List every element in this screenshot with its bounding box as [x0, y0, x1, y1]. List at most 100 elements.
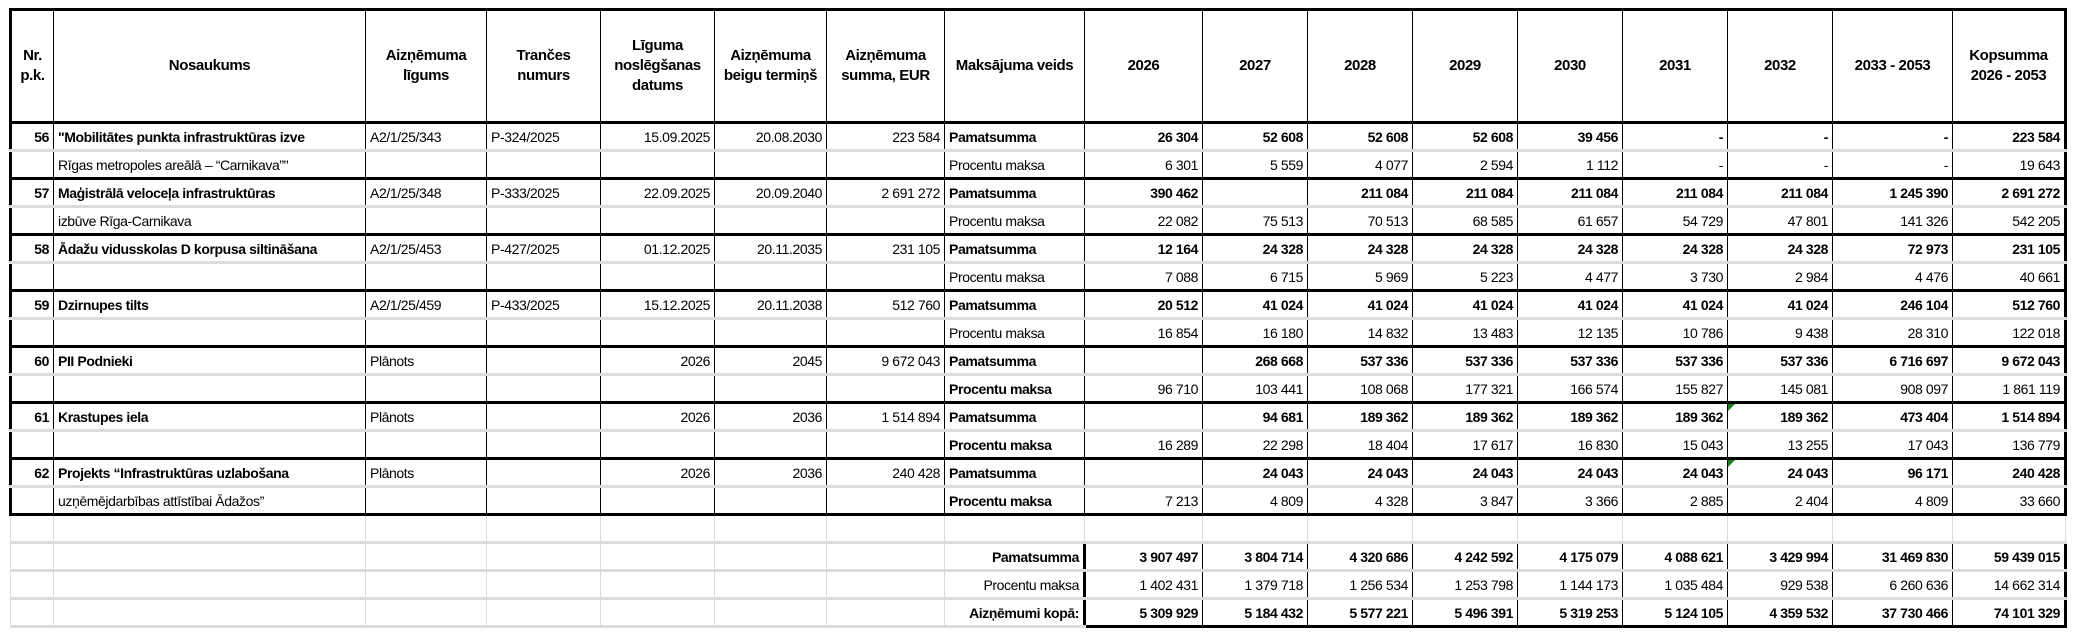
loan-contract	[365, 262, 487, 292]
amount-cell: 41 024	[1727, 290, 1833, 320]
tranche-number	[486, 402, 601, 432]
empty-cell	[600, 542, 715, 572]
empty-cell	[365, 570, 487, 600]
amount-cell: 41 024	[1517, 290, 1623, 320]
contract-date	[600, 430, 715, 460]
amount-cell: 52 608	[1202, 122, 1308, 152]
amount-cell: 16 830	[1517, 430, 1623, 460]
totals-row-principal: Pamatsumma 3 907 497 3 804 714 4 320 686 4 2…	[10, 541, 2067, 572]
amount-cell: 473 404	[1832, 402, 1953, 432]
amount-cell: 3 847	[1412, 486, 1518, 516]
tranche-number	[486, 430, 601, 460]
project-name: Projekts “Infrastruktūras uzlabošana	[53, 458, 366, 488]
total-amount-cell: 4 359 532	[1727, 597, 1833, 628]
amount-cell: 4 077	[1307, 150, 1413, 180]
amount-cell: 24 043	[1622, 458, 1728, 488]
amount-cell: 2 404	[1727, 486, 1833, 516]
loan-amount	[826, 206, 945, 236]
row-number	[9, 374, 54, 404]
empty-cell	[714, 542, 827, 572]
total-amount-cell: 3 804 714	[1202, 541, 1308, 572]
loan-contract	[365, 206, 487, 236]
amount-cell: 4 809	[1832, 486, 1953, 516]
project-name: "Mobilitātes punkta infrastruktūras izve	[53, 122, 366, 152]
amount-cell: 20 512	[1084, 290, 1203, 320]
row-number: 58	[9, 234, 54, 264]
table-row-principal: 56 "Mobilitātes punkta infrastruktūras iz…	[9, 122, 2067, 152]
loan-amount: 512 760	[826, 290, 945, 320]
empty-cell	[486, 514, 601, 544]
total-amount-cell: 5 184 432	[1202, 597, 1308, 628]
loan-contract: Plānots	[365, 458, 487, 488]
end-date	[714, 486, 827, 516]
amount-cell: 13 255	[1727, 430, 1833, 460]
amount-cell: 268 668	[1202, 346, 1308, 376]
column-header: Kopsumma 2026 - 2053	[1952, 8, 2067, 124]
amount-cell: 24 328	[1307, 234, 1413, 264]
amount-cell: 2 594	[1412, 150, 1518, 180]
amount-cell: 24 328	[1412, 234, 1518, 264]
loan-contract: A2/1/25/348	[365, 178, 487, 208]
loan-amount: 9 672 043	[826, 346, 945, 376]
project-name: Maģistrālā veloceļa infrastruktūras	[53, 178, 366, 208]
empty-cell	[1517, 514, 1623, 544]
amount-cell: 177 321	[1412, 374, 1518, 404]
amount-cell: -	[1832, 122, 1953, 152]
payment-type: Pamatsumma	[944, 234, 1085, 264]
totals-label: Pamatsumma	[944, 542, 1085, 572]
empty-cell	[10, 598, 54, 628]
amount-cell: 22 082	[1084, 206, 1203, 236]
end-date: 20.11.2035	[714, 234, 827, 264]
total-amount-cell: 6 260 636	[1832, 570, 1953, 600]
amount-cell: 16 180	[1202, 318, 1308, 348]
total-amount-cell: 929 538	[1727, 570, 1833, 600]
tranche-number: P-427/2025	[486, 234, 601, 264]
total-amount-cell: 1 379 718	[1202, 570, 1308, 600]
total-amount-cell: 1 144 173	[1517, 570, 1623, 600]
contract-date: 01.12.2025	[600, 234, 715, 264]
amount-cell: 52 608	[1412, 122, 1518, 152]
amount-cell: 189 362	[1622, 402, 1728, 432]
amount-cell: 2 984	[1727, 262, 1833, 292]
row-number	[9, 150, 54, 180]
column-header: Nosaukums	[53, 8, 366, 124]
contract-date	[600, 150, 715, 180]
table-row-principal: 62 Projekts “Infrastruktūras uzlabošana Pl…	[9, 458, 2067, 488]
contract-date	[600, 374, 715, 404]
table-row-principal: 60 PII Podnieki Plānots 2026 2045 9 672 043 Pa…	[9, 346, 2067, 376]
empty-cell	[826, 542, 945, 572]
payment-type: Procentu maksa	[944, 430, 1085, 460]
amount-cell: 211 084	[1517, 178, 1623, 208]
amount-cell: 537 336	[1622, 346, 1728, 376]
table-row-principal: 58 Ādažu vidusskolas D korpusa siltināšan…	[9, 234, 2067, 264]
empty-cell	[53, 514, 366, 544]
amount-cell: 166 574	[1517, 374, 1623, 404]
loan-contract	[365, 150, 487, 180]
row-number	[9, 206, 54, 236]
amount-cell: 223 584	[1952, 122, 2067, 152]
tranche-number	[486, 206, 601, 236]
row-number	[9, 430, 54, 460]
project-name	[53, 262, 366, 292]
row-number: 56	[9, 122, 54, 152]
total-amount-cell: 14 662 314	[1952, 570, 2067, 600]
row-number: 62	[9, 458, 54, 488]
amount-cell: 26 304	[1084, 122, 1203, 152]
loan-contract	[365, 374, 487, 404]
amount-cell: 189 362	[1727, 402, 1833, 432]
column-header: Nr. p.k.	[9, 8, 54, 124]
amount-cell: 94 681	[1202, 402, 1308, 432]
end-date: 20.11.2038	[714, 290, 827, 320]
column-header: Līguma noslēgšanas datums	[600, 8, 715, 124]
contract-date	[600, 486, 715, 516]
project-name	[53, 318, 366, 348]
amount-cell: 6 716 697	[1832, 346, 1953, 376]
amount-cell: 33 660	[1952, 486, 2067, 516]
row-number: 57	[9, 178, 54, 208]
tranche-number: P-324/2025	[486, 122, 601, 152]
amount-cell: 16 289	[1084, 430, 1203, 460]
amount-cell: 141 326	[1832, 206, 1953, 236]
amount-cell: 2 885	[1622, 486, 1728, 516]
amount-cell: 96 171	[1832, 458, 1953, 488]
empty-cell	[714, 514, 827, 544]
